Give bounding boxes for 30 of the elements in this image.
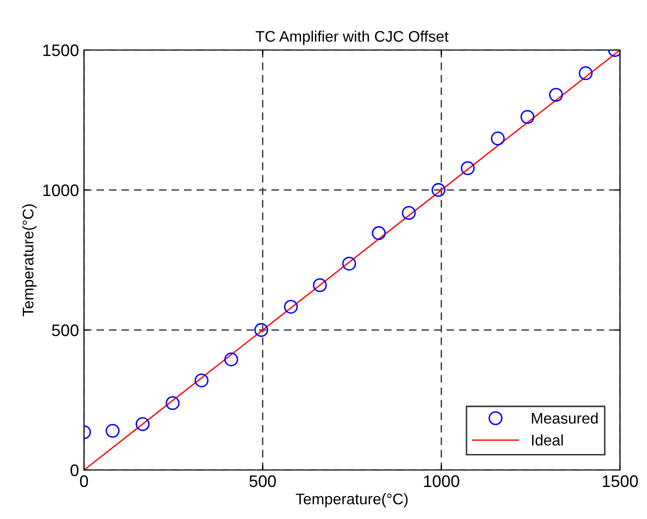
point xyxy=(372,226,386,240)
point xyxy=(490,132,505,146)
point xyxy=(578,66,593,80)
point xyxy=(342,256,356,271)
y-tick-label: 1000 xyxy=(43,184,78,196)
y-tick-label: 1500 xyxy=(43,44,78,56)
chart-title: TC Amplifier with CJC Offset xyxy=(256,30,449,45)
point xyxy=(166,396,180,410)
legend-label: Measured xyxy=(532,412,598,424)
point xyxy=(520,110,534,124)
point xyxy=(224,352,238,366)
point xyxy=(402,206,416,220)
point xyxy=(194,373,209,388)
x-tick-label: 0 xyxy=(80,475,88,488)
x-tick-label: 1000 xyxy=(424,475,460,488)
point xyxy=(432,183,446,197)
y-tick-label: 500 xyxy=(52,324,78,336)
point xyxy=(460,161,475,176)
x-tick-label: 1500 xyxy=(602,475,638,488)
point xyxy=(106,424,120,438)
legend-label: Ideal xyxy=(532,434,563,446)
point xyxy=(312,278,327,292)
point xyxy=(254,323,268,337)
x-axis-title: Temperature(°C) xyxy=(296,493,408,508)
y-tick-label: 0 xyxy=(70,464,78,476)
point xyxy=(136,417,150,432)
point xyxy=(284,300,298,314)
point xyxy=(549,88,563,102)
x-tick-label: 500 xyxy=(249,475,276,488)
y-axis-title: Temperature(°C) xyxy=(22,204,37,316)
